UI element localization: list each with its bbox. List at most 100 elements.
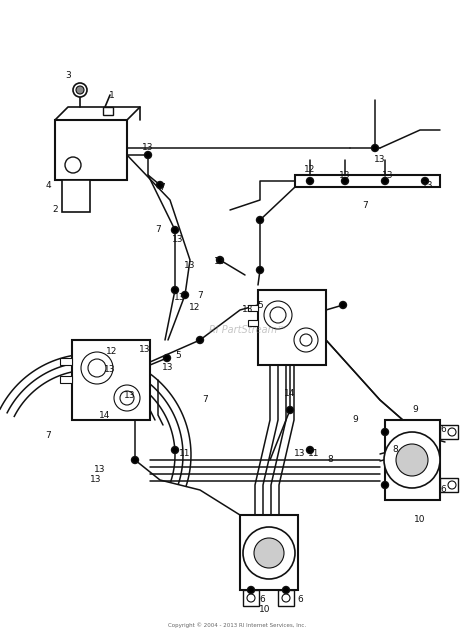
Text: 6: 6 — [440, 425, 446, 435]
Text: 8: 8 — [392, 446, 398, 454]
Text: 13: 13 — [172, 236, 184, 245]
Bar — [248, 320, 258, 326]
Text: 7: 7 — [159, 183, 165, 193]
Text: 13: 13 — [242, 305, 254, 315]
Circle shape — [256, 267, 264, 274]
Text: 7: 7 — [155, 226, 161, 234]
Text: 11: 11 — [308, 449, 320, 458]
Circle shape — [448, 428, 456, 436]
Circle shape — [156, 181, 164, 188]
Text: 4: 4 — [45, 181, 51, 190]
Bar — [248, 305, 258, 311]
Circle shape — [283, 586, 290, 593]
Text: 13: 13 — [90, 475, 102, 485]
Text: 11: 11 — [179, 449, 191, 458]
Text: 10: 10 — [259, 605, 271, 614]
Text: 14: 14 — [100, 411, 111, 420]
Text: 13: 13 — [184, 260, 196, 269]
Circle shape — [341, 178, 348, 185]
Text: 6: 6 — [297, 595, 303, 604]
Bar — [60, 358, 72, 365]
Circle shape — [270, 307, 286, 323]
Text: 10: 10 — [414, 516, 426, 525]
Circle shape — [243, 527, 295, 579]
Text: 5: 5 — [257, 300, 263, 310]
Circle shape — [372, 145, 379, 152]
Circle shape — [307, 178, 313, 185]
Circle shape — [73, 83, 87, 97]
Text: Copyright © 2004 - 2013 RI Internet Services, Inc.: Copyright © 2004 - 2013 RI Internet Serv… — [168, 622, 306, 628]
Circle shape — [307, 446, 313, 454]
Text: 2: 2 — [52, 205, 58, 214]
Circle shape — [282, 594, 290, 602]
Circle shape — [88, 359, 106, 377]
Circle shape — [247, 586, 255, 593]
Bar — [240, 515, 298, 590]
Circle shape — [286, 406, 293, 413]
Text: 7: 7 — [45, 430, 51, 439]
Text: 13: 13 — [124, 391, 136, 399]
Circle shape — [294, 328, 318, 352]
Circle shape — [172, 286, 179, 293]
Circle shape — [76, 86, 84, 94]
Text: 13: 13 — [374, 155, 386, 164]
Text: 3: 3 — [65, 71, 71, 80]
Circle shape — [384, 432, 440, 488]
Bar — [103, 107, 113, 115]
Text: 8: 8 — [327, 456, 333, 465]
Circle shape — [131, 456, 138, 463]
Circle shape — [264, 301, 292, 329]
Circle shape — [81, 352, 113, 384]
Text: 13: 13 — [382, 171, 394, 179]
Circle shape — [197, 336, 203, 344]
Bar — [60, 376, 72, 383]
Bar — [72, 340, 150, 420]
Text: 13: 13 — [214, 257, 226, 267]
Text: 13: 13 — [162, 363, 174, 372]
Circle shape — [65, 157, 81, 173]
Circle shape — [172, 446, 179, 454]
Text: 1: 1 — [109, 90, 115, 99]
Text: 13: 13 — [422, 181, 434, 190]
Text: 7: 7 — [362, 200, 368, 209]
Circle shape — [254, 538, 284, 568]
Bar — [62, 180, 90, 212]
Circle shape — [339, 301, 346, 308]
Text: 12: 12 — [304, 166, 316, 174]
Text: RI PartStream™: RI PartStream™ — [209, 325, 287, 335]
Bar — [440, 425, 458, 439]
Circle shape — [164, 355, 171, 362]
Circle shape — [114, 385, 140, 411]
Text: 9: 9 — [412, 406, 418, 415]
Circle shape — [382, 178, 389, 185]
Circle shape — [182, 291, 189, 298]
Bar — [258, 290, 326, 365]
Text: 7: 7 — [197, 291, 203, 300]
Text: 13: 13 — [139, 346, 151, 355]
Text: 13: 13 — [174, 293, 186, 303]
Bar — [440, 478, 458, 492]
Circle shape — [421, 178, 428, 185]
Circle shape — [256, 217, 264, 224]
Circle shape — [120, 391, 134, 405]
Circle shape — [300, 334, 312, 346]
Text: 9: 9 — [352, 415, 358, 425]
Text: 13: 13 — [339, 171, 351, 179]
Text: 12: 12 — [189, 303, 201, 312]
Circle shape — [396, 444, 428, 476]
Circle shape — [382, 428, 389, 435]
Text: 12: 12 — [106, 348, 118, 356]
Bar — [278, 590, 294, 606]
Circle shape — [172, 226, 179, 233]
Circle shape — [247, 594, 255, 602]
Bar — [295, 175, 440, 187]
Text: 13: 13 — [94, 466, 106, 475]
Text: 5: 5 — [175, 351, 181, 360]
Text: 6: 6 — [440, 485, 446, 494]
Circle shape — [448, 481, 456, 489]
Circle shape — [382, 482, 389, 489]
Circle shape — [217, 257, 224, 264]
Text: 13: 13 — [294, 449, 306, 458]
Text: 14: 14 — [284, 389, 296, 398]
Text: 7: 7 — [202, 396, 208, 404]
